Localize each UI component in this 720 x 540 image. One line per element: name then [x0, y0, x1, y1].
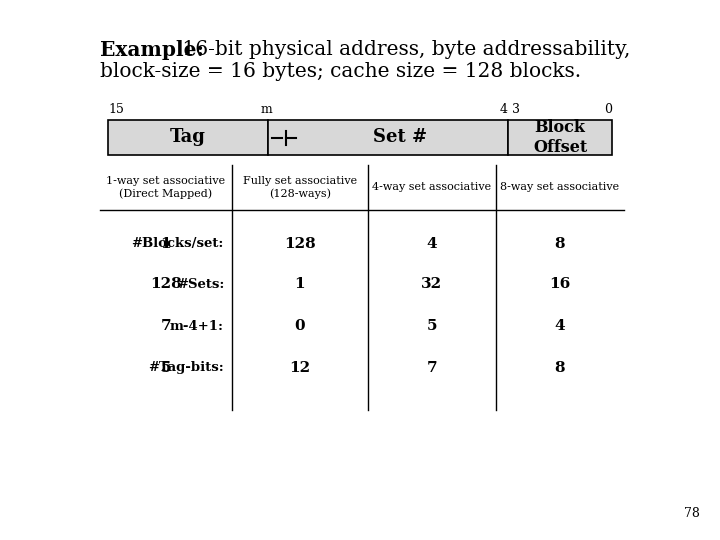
Text: 8: 8	[554, 361, 565, 375]
Text: 1: 1	[294, 277, 305, 291]
Text: 8-way set associative: 8-way set associative	[500, 183, 620, 192]
Text: 32: 32	[421, 277, 443, 291]
Text: 16-bit physical address, byte addressability,: 16-bit physical address, byte addressabi…	[176, 40, 631, 59]
Text: m-4+1:: m-4+1:	[170, 320, 224, 333]
Text: 16: 16	[549, 277, 571, 291]
Text: 0: 0	[294, 319, 305, 333]
Text: #Blocks/set:: #Blocks/set:	[132, 238, 224, 251]
Text: 4: 4	[554, 319, 565, 333]
Text: 4-way set associative: 4-way set associative	[372, 183, 492, 192]
Text: 8: 8	[554, 237, 565, 251]
Text: Tag: Tag	[170, 129, 206, 146]
Text: 7: 7	[427, 361, 437, 375]
Text: 4 3: 4 3	[500, 103, 520, 116]
Text: 15: 15	[108, 103, 124, 116]
Text: 4: 4	[427, 237, 437, 251]
Text: #Tag-bits:: #Tag-bits:	[148, 361, 224, 375]
Text: 128: 128	[284, 237, 316, 251]
Text: Example:: Example:	[100, 40, 204, 60]
Text: Fully set associative
(128-ways): Fully set associative (128-ways)	[243, 177, 357, 199]
Text: #Sets:: #Sets:	[176, 278, 224, 291]
Text: block-size = 16 bytes; cache size = 128 blocks.: block-size = 16 bytes; cache size = 128 …	[100, 62, 581, 81]
Text: 5: 5	[161, 361, 171, 375]
Text: Block
Offset: Block Offset	[533, 119, 587, 157]
Text: 0: 0	[604, 103, 612, 116]
Text: 128: 128	[150, 277, 182, 291]
Text: 1-way set associative
(Direct Mapped): 1-way set associative (Direct Mapped)	[107, 177, 225, 199]
Text: 12: 12	[289, 361, 310, 375]
Bar	[108, 120, 268, 155]
Bar	[508, 120, 612, 155]
Text: 5: 5	[427, 319, 437, 333]
Bar	[268, 120, 508, 155]
Text: 7: 7	[161, 319, 171, 333]
Text: 78: 78	[684, 507, 700, 520]
Text: Set #: Set #	[373, 129, 427, 146]
Text: 1: 1	[161, 237, 171, 251]
Text: m: m	[260, 103, 272, 116]
